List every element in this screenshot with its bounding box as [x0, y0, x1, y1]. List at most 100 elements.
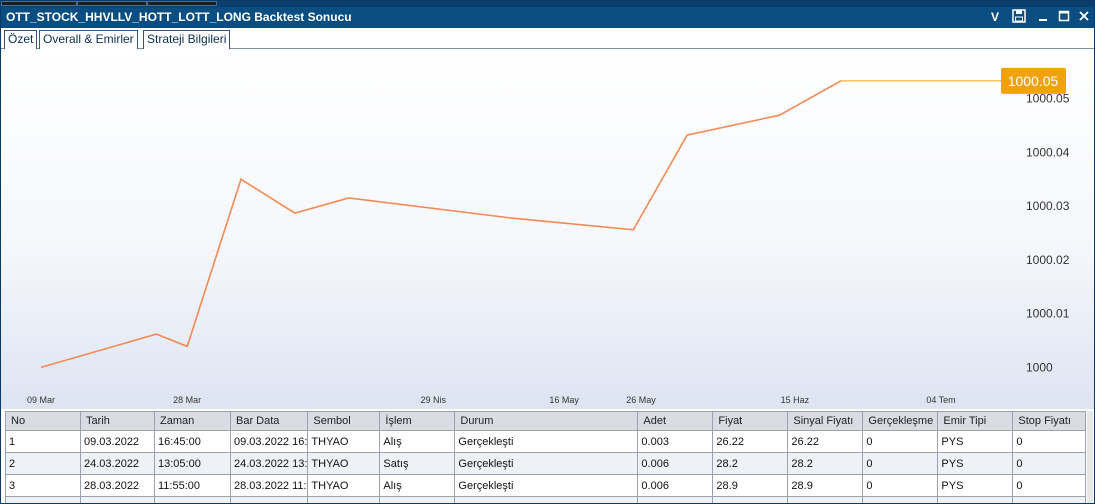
column-header[interactable]: No	[5, 411, 81, 431]
y-tick-label: 1000.05	[1026, 92, 1070, 106]
column-header[interactable]: Fiyat	[712, 411, 789, 431]
table-cell: PYS	[937, 430, 1014, 453]
table-cell: THYAO	[307, 430, 381, 453]
table-cell: 4	[5, 496, 81, 503]
table-cell: Gerçekleşti	[454, 452, 639, 475]
close-icon[interactable]	[1075, 9, 1093, 25]
table-row[interactable]: 2 24.03.2022 13:05:00 24.03.2022 13: THYAO Sa…	[5, 452, 1087, 475]
column-header[interactable]: Sembol	[307, 411, 381, 431]
table-cell: Satış	[379, 452, 456, 475]
table-cell: 11:55:00	[154, 474, 231, 497]
save-icon[interactable]	[1010, 9, 1028, 25]
x-tick-label: 04 Tem	[926, 395, 955, 405]
top-strip	[1, 1, 1094, 7]
tab-overall-emirler[interactable]: Overall & Emirler	[39, 30, 138, 49]
table-scrollbar[interactable]	[1087, 411, 1093, 503]
chart-background	[1, 49, 1094, 409]
tab-strateji-bilgileri[interactable]: Strateji Bilgileri	[143, 30, 231, 49]
table-cell: PYS	[937, 474, 1014, 497]
column-header[interactable]: Sinyal Fiyatı	[787, 411, 864, 431]
table-cell: 26.22	[712, 430, 789, 453]
equity-chart[interactable]: 1000 1000.01 1000.02 1000.03 1000.04 1000.05 …	[1, 49, 1094, 409]
table-cell: 0	[1012, 430, 1087, 453]
table-cell: Gerçekleşti	[454, 430, 639, 453]
minimize-icon[interactable]	[1034, 9, 1052, 25]
table-cell: 0	[862, 474, 939, 497]
y-tick-label: 1000.03	[1026, 199, 1070, 213]
table-cell: 28.03.2022	[80, 474, 155, 497]
table-cell: 0	[1012, 496, 1087, 503]
y-tick-label: 1000	[1026, 360, 1053, 374]
maximize-icon[interactable]	[1055, 9, 1073, 25]
y-tick-label: 1000.04	[1026, 145, 1070, 159]
table-cell: THYAO	[307, 496, 381, 503]
table-cell: 2	[5, 452, 81, 475]
table-cell: 28.9	[787, 474, 864, 497]
table-cell: PYS	[937, 452, 1014, 475]
tab-bar: Özet Overall & Emirler Strateji Bilgiler…	[1, 28, 1094, 49]
column-header[interactable]: Stop Fiyatı	[1012, 411, 1087, 431]
table-cell: 24.03.2022	[80, 452, 155, 475]
table-cell: 28.2	[712, 452, 789, 475]
table-cell: 0	[862, 496, 939, 503]
table-cell: Gerçekleşti	[454, 496, 639, 503]
table-row[interactable]: 425.04.202210:05:0025.04.2022 10:THYAOSa…	[5, 496, 1087, 503]
table-cell: 10:05:00	[154, 496, 231, 503]
table-row[interactable]: 1 09.03.2022 16:45:00 09.03.2022 16: THYAO Al…	[5, 430, 1087, 453]
table-cell: 0	[862, 430, 939, 453]
x-tick-label: 15 Haz	[781, 395, 810, 405]
column-header[interactable]: Gerçekleşme	[862, 411, 939, 431]
table-cell: 16:45:00	[154, 430, 231, 453]
table-cell: 28.9	[712, 474, 789, 497]
table-cell: 0.006	[637, 474, 714, 497]
table-cell: 25.04.2022	[80, 496, 155, 503]
column-header[interactable]: Tarih	[80, 411, 155, 431]
table-row[interactable]: 3 28.03.2022 11:55:00 28.03.2022 11: THYAO Al…	[5, 474, 1087, 497]
table-cell: THYAO	[307, 474, 381, 497]
tab-ozet[interactable]: Özet	[4, 30, 38, 49]
table-cell: 30.34	[787, 496, 864, 503]
table-cell: 30.34	[712, 496, 789, 503]
table-cell: 0.006	[637, 496, 714, 503]
table-cell: 13:05:00	[154, 452, 231, 475]
table-cell: 0.003	[637, 430, 714, 453]
column-header[interactable]: Bar Data	[229, 411, 309, 431]
table-cell: 24.03.2022 13:	[229, 452, 309, 475]
equity-chart-svg: 10001000.011000.021000.031000.041000.05 …	[1, 49, 1094, 409]
table-header-row: No Tarih Zaman Bar Data Sembol İşlem Durum Adet…	[5, 411, 1087, 431]
last-value-label: 1000.05	[1008, 73, 1059, 89]
window-title: OTT_STOCK_HHVLLV_HOTT_LOTT_LONG Backtest…	[6, 10, 352, 24]
y-tick-label: 1000.01	[1026, 307, 1070, 321]
x-tick-label: 09 Mar	[27, 395, 55, 405]
column-header[interactable]: Adet	[637, 411, 714, 431]
column-header[interactable]: İşlem	[379, 411, 456, 431]
v-button[interactable]: V	[990, 10, 999, 24]
table-cell: Alış	[379, 430, 456, 453]
table-cell: Gerçekleşti	[454, 474, 639, 497]
column-header[interactable]: Durum	[454, 411, 639, 431]
orders-table: No Tarih Zaman Bar Data Sembol İşlem Durum Adet…	[5, 411, 1087, 503]
table-cell: 3	[5, 474, 81, 497]
x-tick-label: 16 May	[549, 395, 579, 405]
x-tick-label: 28 Mar	[173, 395, 201, 405]
table-cell: THYAO	[307, 452, 381, 475]
table-cell: 28.03.2022 11:	[229, 474, 309, 497]
x-tick-label: 29 Nis	[421, 395, 447, 405]
table-cell: Alış	[379, 474, 456, 497]
table-cell: 0	[1012, 474, 1087, 497]
x-tick-label: 26 May	[626, 395, 656, 405]
table-cell: PYS	[937, 496, 1014, 503]
column-header[interactable]: Emir Tipi	[937, 411, 1014, 431]
table-cell: 1	[5, 430, 81, 453]
orders-table-container[interactable]: No Tarih Zaman Bar Data Sembol İşlem Durum Adet…	[1, 409, 1094, 503]
y-tick-label: 1000.02	[1026, 253, 1070, 267]
table-cell: 0	[862, 452, 939, 475]
table-cell: 0	[1012, 452, 1087, 475]
table-cell: 09.03.2022 16:	[229, 430, 309, 453]
title-bar[interactable]: OTT_STOCK_HHVLLV_HOTT_LOTT_LONG Backtest…	[1, 1, 1094, 28]
last-value-badge	[1001, 67, 1066, 94]
table-cell: 09.03.2022	[80, 430, 155, 453]
column-header[interactable]: Zaman	[154, 411, 231, 431]
table-cell: 0.006	[637, 452, 714, 475]
